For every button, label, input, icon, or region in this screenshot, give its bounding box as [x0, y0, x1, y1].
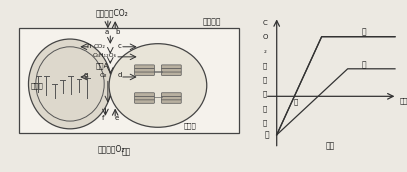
FancyBboxPatch shape — [162, 65, 181, 69]
Text: O₂: O₂ — [99, 73, 107, 78]
FancyBboxPatch shape — [135, 68, 154, 72]
Text: 大气中的CO₂: 大气中的CO₂ — [95, 8, 128, 17]
Text: 丙: 丙 — [362, 60, 366, 69]
Text: 线粒体: 线粒体 — [31, 82, 44, 89]
Text: 乙: 乙 — [293, 99, 298, 105]
Text: 对: 对 — [263, 105, 267, 112]
Text: e: e — [114, 115, 119, 121]
FancyBboxPatch shape — [135, 93, 154, 96]
Text: 吸: 吸 — [263, 62, 267, 69]
Text: 值: 值 — [263, 119, 267, 126]
Text: C: C — [263, 20, 267, 26]
Text: 相: 相 — [263, 91, 267, 97]
FancyBboxPatch shape — [19, 28, 239, 133]
Text: g: g — [83, 72, 88, 78]
Text: 甲: 甲 — [265, 131, 269, 140]
FancyBboxPatch shape — [162, 100, 181, 103]
Text: d: d — [117, 72, 122, 78]
FancyBboxPatch shape — [135, 100, 154, 103]
Text: b: b — [115, 29, 120, 35]
Text: 叶绿体: 叶绿体 — [183, 122, 196, 129]
Text: 物质A: 物质A — [96, 62, 109, 68]
FancyBboxPatch shape — [135, 96, 154, 100]
FancyBboxPatch shape — [162, 68, 181, 72]
Text: O: O — [262, 34, 267, 40]
Text: 收: 收 — [263, 77, 267, 83]
Text: h: h — [86, 42, 90, 49]
Text: f: f — [102, 115, 105, 121]
FancyBboxPatch shape — [162, 93, 181, 96]
Text: ₂: ₂ — [263, 48, 266, 54]
Text: a: a — [105, 29, 109, 35]
Text: 图二: 图二 — [325, 142, 335, 151]
Text: 叶肉细胞: 叶肉细胞 — [202, 18, 221, 26]
Text: 大气中的O₂: 大气中的O₂ — [98, 145, 125, 154]
Text: C₆H₁₂O₆: C₆H₁₂O₆ — [92, 53, 116, 58]
Text: 丁: 丁 — [362, 27, 366, 36]
Ellipse shape — [109, 44, 207, 127]
Text: 图一: 图一 — [122, 148, 131, 157]
FancyBboxPatch shape — [135, 72, 154, 75]
FancyBboxPatch shape — [162, 96, 181, 100]
FancyBboxPatch shape — [162, 72, 181, 75]
FancyBboxPatch shape — [135, 65, 154, 69]
Ellipse shape — [28, 39, 112, 129]
Text: c: c — [118, 42, 122, 49]
Text: CO₂: CO₂ — [93, 44, 105, 49]
Text: 光照强度: 光照强度 — [400, 98, 407, 104]
